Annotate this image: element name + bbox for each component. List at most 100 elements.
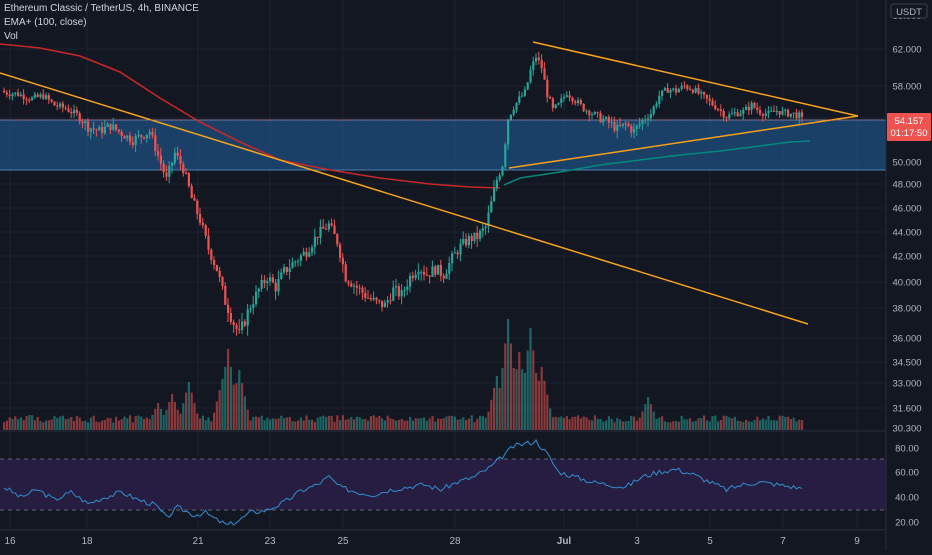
candle-body — [207, 235, 210, 250]
candle-body — [22, 94, 25, 100]
triangle-upper-trendline[interactable] — [532, 41, 859, 117]
ema-legend-label[interactable]: EMA+ (100, close) — [4, 17, 87, 28]
volume-bar — [731, 418, 734, 430]
volume-bar — [764, 419, 767, 430]
volume-bar — [199, 418, 202, 430]
volume-bar — [610, 418, 613, 430]
volume-bar — [557, 417, 560, 430]
candle-body — [619, 124, 622, 126]
volume-bar — [92, 415, 95, 430]
volume-bar — [308, 419, 311, 430]
candle-body — [509, 114, 512, 120]
candle-body — [353, 285, 356, 287]
candle-body — [739, 113, 742, 117]
candle-body — [717, 109, 720, 111]
volume-bar — [31, 415, 34, 430]
volume-bar — [658, 417, 661, 430]
candle-body — [246, 309, 249, 326]
candle-body — [773, 110, 776, 112]
candle-body — [266, 281, 269, 284]
candle-body — [193, 198, 196, 201]
volume-bar — [50, 419, 53, 430]
candle-body — [61, 103, 64, 108]
candle-body — [546, 79, 549, 97]
volume-bar — [560, 416, 563, 430]
volume-bar — [649, 404, 652, 430]
volume-bar — [759, 420, 762, 430]
candle-body — [764, 113, 767, 116]
candle-body — [504, 144, 507, 167]
volume-bar — [554, 416, 557, 430]
triangle-lower-trendline[interactable] — [508, 115, 859, 169]
candle-body — [327, 223, 330, 230]
candle-body — [411, 275, 414, 279]
volume-bar — [319, 416, 322, 430]
volume-bar — [299, 417, 302, 430]
candle-body — [437, 264, 440, 275]
volume-bar — [613, 422, 616, 430]
volume-bar — [115, 416, 118, 430]
candle-body — [711, 100, 714, 106]
candle-body — [560, 98, 563, 104]
volume-bar — [801, 420, 804, 430]
volume-bar — [367, 420, 370, 430]
volume-bar — [224, 366, 227, 430]
candle-body — [204, 225, 207, 236]
volume-bar — [775, 420, 778, 430]
volume-bar — [386, 415, 389, 430]
candle-body — [364, 292, 367, 298]
date-axis[interactable]: 16 18 21 23 25 28 Jul 3 5 7 9 — [4, 536, 860, 547]
candle-body — [655, 103, 658, 107]
volume-bar — [745, 419, 748, 430]
candle-body — [801, 112, 804, 117]
volume-bar — [565, 416, 568, 430]
candle-body — [84, 121, 87, 124]
candle-body — [554, 104, 557, 108]
candle-body — [470, 235, 473, 242]
volume-bar — [498, 387, 501, 430]
volume-bar — [434, 421, 437, 430]
candle-body — [126, 135, 129, 139]
candle-body — [568, 95, 571, 98]
grid — [0, 0, 886, 530]
volume-bar — [353, 419, 356, 430]
candle-body — [518, 96, 521, 103]
candle-body — [641, 119, 644, 124]
candle-body — [367, 297, 370, 299]
candle-body — [11, 94, 14, 97]
candle-body — [171, 162, 174, 166]
volume-bar — [305, 415, 308, 430]
volume-bar — [355, 416, 358, 430]
volume-bar — [285, 417, 288, 430]
volume-bar — [173, 401, 176, 430]
currency-tag[interactable]: USDT — [896, 7, 922, 18]
volume-bar — [213, 412, 216, 430]
candle-body — [190, 186, 193, 199]
candle-body — [277, 279, 280, 292]
candle-body — [8, 94, 11, 97]
candle-body — [451, 253, 454, 264]
candle-body — [537, 57, 540, 60]
volume-bar — [459, 419, 462, 430]
candle-body — [3, 90, 6, 93]
candle-body — [689, 88, 692, 90]
candle-body — [137, 134, 140, 137]
descending-trendline[interactable] — [0, 72, 809, 325]
volume-legend-label[interactable]: Vol — [4, 31, 18, 42]
rsi-axis[interactable]: 80.00 60.00 40.00 20.00 — [895, 444, 919, 529]
candle-body — [585, 110, 588, 112]
candle-countdown: 01:17:50 — [891, 128, 928, 139]
candle-body — [691, 89, 694, 93]
candle-body — [747, 106, 750, 111]
volume-bar — [400, 418, 403, 430]
volume-bar — [616, 417, 619, 430]
candle-body — [45, 95, 48, 99]
candle-body — [515, 102, 518, 110]
currency-tag-box[interactable] — [890, 3, 928, 19]
candle-body — [319, 226, 322, 238]
candle-body — [31, 97, 34, 101]
date-axis-tick: 21 — [192, 536, 204, 547]
volume-bar — [3, 422, 6, 430]
